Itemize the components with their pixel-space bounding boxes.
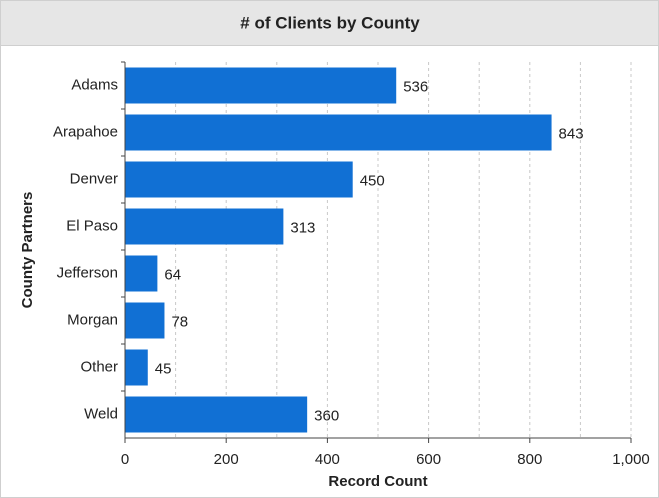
header — [0, 0, 659, 46]
x-tick-label: 0 — [121, 451, 129, 468]
y-tick-label: Jefferson — [57, 264, 118, 281]
bar — [125, 114, 552, 151]
value-label: 450 — [360, 172, 385, 189]
x-tick-label: 200 — [214, 451, 239, 468]
value-label: 843 — [559, 125, 584, 142]
bar — [125, 67, 397, 104]
x-tick-label: 800 — [517, 451, 542, 468]
x-tick-label: 600 — [416, 451, 441, 468]
y-tick-label: El Paso — [66, 217, 118, 234]
value-label: 536 — [403, 78, 428, 95]
x-tick-label: 400 — [315, 451, 340, 468]
value-label: 45 — [155, 360, 172, 377]
bar — [125, 255, 158, 292]
bar — [125, 349, 148, 386]
x-tick-label: 1,000 — [612, 451, 650, 468]
value-label: 313 — [290, 219, 315, 236]
bar — [125, 302, 165, 339]
value-label: 360 — [314, 407, 339, 424]
y-tick-label: Other — [80, 358, 118, 375]
chart-title: # of Clients by County — [240, 13, 420, 32]
y-tick-label: Arapahoe — [53, 123, 118, 140]
value-label: 64 — [164, 266, 181, 283]
y-tick-label: Adams — [71, 76, 118, 93]
y-axis-title: County Partners — [19, 192, 36, 309]
value-label: 78 — [171, 313, 188, 330]
bar — [125, 161, 353, 198]
y-tick-label: Morgan — [67, 311, 118, 328]
y-tick-label: Denver — [70, 170, 118, 187]
x-axis-title: Record Count — [328, 473, 427, 490]
bar — [125, 396, 308, 433]
y-tick-label: Weld — [84, 405, 118, 422]
bar — [125, 208, 284, 245]
